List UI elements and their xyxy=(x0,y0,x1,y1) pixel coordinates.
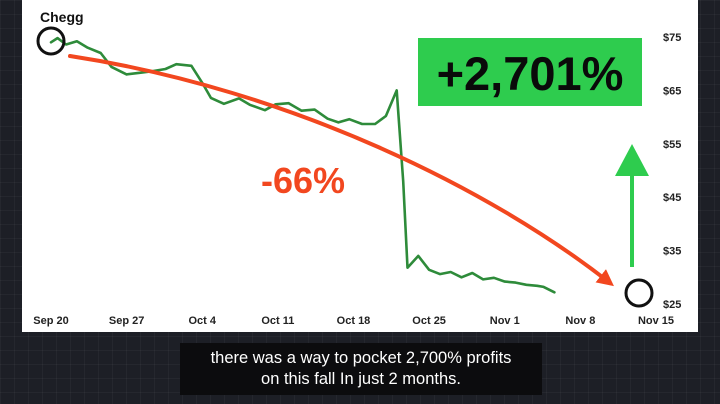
gain-arrow-head xyxy=(615,144,649,176)
y-tick-label: $75 xyxy=(663,32,681,44)
y-tick-label: $55 xyxy=(663,139,681,151)
x-tick-label: Nov 15 xyxy=(638,315,674,327)
end-circle-marker xyxy=(624,278,654,308)
y-tick-label: $25 xyxy=(663,299,681,311)
x-tick-label: Nov 1 xyxy=(490,315,520,327)
decline-trend-arrow xyxy=(68,54,614,287)
x-tick-label: Sep 27 xyxy=(109,315,144,327)
y-tick-label: $65 xyxy=(663,85,681,97)
decline-label: -66% xyxy=(261,160,345,201)
gain-label: +2,701% xyxy=(437,47,624,100)
x-tick-label: Oct 4 xyxy=(188,315,216,327)
price-series-line xyxy=(49,36,556,294)
subtitle-line-1: there was a way to pocket 2,700% profits xyxy=(210,349,512,367)
y-tick-label: $35 xyxy=(663,246,681,258)
chart-panel: Chegg $75 $65 $55 $45 $35 $25 Sep 20 Sep 27 Oct… xyxy=(22,0,698,332)
chart-title: Chegg xyxy=(40,9,84,25)
x-tick-label: Oct 25 xyxy=(412,315,446,327)
x-tick-label: Nov 8 xyxy=(565,315,595,327)
gain-label-box xyxy=(418,38,642,106)
x-tick-label: Sep 20 xyxy=(33,315,68,327)
subtitle-line-2: on this fall In just 2 months. xyxy=(261,370,461,388)
y-tick-label: $45 xyxy=(663,192,681,204)
x-tick-label: Oct 18 xyxy=(337,315,371,327)
start-circle-marker xyxy=(36,26,66,56)
x-tick-label: Oct 11 xyxy=(261,315,294,327)
stock-chart: Chegg $75 $65 $55 $45 $35 $25 Sep 20 Sep 27 Oct… xyxy=(33,9,681,327)
subtitle-caption: there was a way to pocket 2,700% profits… xyxy=(180,343,542,395)
